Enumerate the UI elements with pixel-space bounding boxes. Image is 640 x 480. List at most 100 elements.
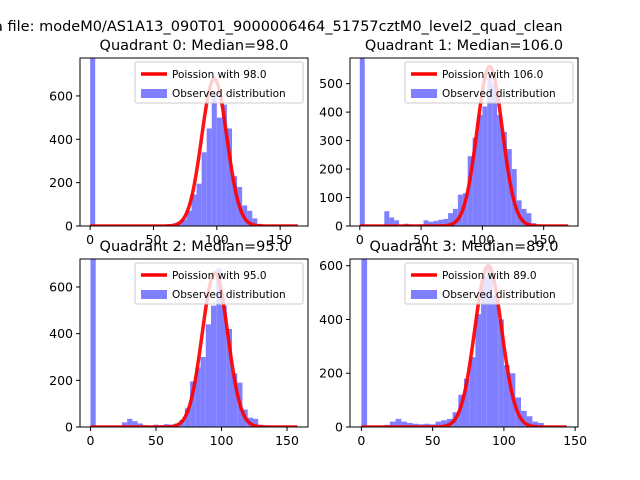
histogram-bar <box>226 329 232 427</box>
legend-observed-swatch <box>141 89 167 98</box>
legend-observed-label: Observed distribution <box>442 289 556 301</box>
histogram-bar <box>475 314 482 427</box>
histogram-bar <box>407 422 413 427</box>
histogram-bar <box>492 295 499 427</box>
histogram-bar <box>526 416 533 427</box>
legend-observed-label: Observed distribution <box>442 88 556 100</box>
histogram-bar <box>521 208 527 226</box>
histogram-bar <box>247 210 253 226</box>
subplot-2: Quadrant 2: Median=95.0 0 50 100 150 0 200 400 6… <box>49 239 309 448</box>
subplot-title: Quadrant 1: Median=106.0 <box>365 38 563 54</box>
y-tick-label: 500 <box>319 76 343 91</box>
axes-frame <box>349 57 579 227</box>
legend-box <box>404 262 574 305</box>
histogram-bar <box>452 208 458 226</box>
histogram-bar <box>127 418 133 427</box>
histogram-bar <box>389 421 396 427</box>
histogram-bar <box>457 194 463 226</box>
x-tick-label: 0 <box>357 433 365 448</box>
legend: Poission with 98.0 Observed distribution <box>134 61 304 104</box>
histogram-bar <box>252 418 259 427</box>
histogram-bar <box>184 408 191 427</box>
y-tick-label: 0 <box>335 420 343 435</box>
x-tick-label: 0 <box>87 433 95 448</box>
legend-poisson-label: Poission with 98.0 <box>172 69 267 81</box>
x-tick-label: 150 <box>532 232 556 247</box>
histogram-bar <box>384 211 390 226</box>
histogram-bar <box>252 218 258 226</box>
y-tick-label: 600 <box>49 280 73 295</box>
subplot-title: Quadrant 2: Median=95.0 <box>100 239 289 255</box>
histogram-bar <box>526 213 532 226</box>
legend-poisson-label: Poission with 89.0 <box>442 270 537 282</box>
axes-frame <box>349 258 579 428</box>
x-tick-label: 150 <box>275 433 299 448</box>
histogram-bar <box>191 194 197 226</box>
histogram-bar <box>486 265 493 427</box>
histogram-bar <box>423 220 429 226</box>
histogram-bar <box>492 83 498 226</box>
histogram-bar <box>186 210 192 226</box>
histogram-bar <box>472 137 478 226</box>
histogram-bar <box>482 106 488 226</box>
y-tick-label: 400 <box>49 326 73 341</box>
histogram-bar <box>395 418 402 427</box>
x-tick-label: 50 <box>413 232 429 247</box>
histogram-bar <box>502 132 507 226</box>
legend-observed-swatch <box>411 290 437 299</box>
legend-box <box>134 262 304 305</box>
histogram-bar <box>497 114 502 226</box>
histogram-bar <box>538 422 544 427</box>
histogram-bar <box>487 77 493 226</box>
subplot-title: Quadrant 3: Median=89.0 <box>370 239 559 255</box>
y-tick-label: 200 <box>319 366 343 381</box>
y-tick-label: 400 <box>49 132 73 147</box>
x-tick-label: 50 <box>425 433 441 448</box>
histogram-bar <box>221 305 227 427</box>
histogram-bar <box>195 367 201 427</box>
legend: Poission with 95.0 Observed distribution <box>134 262 304 305</box>
x-tick-label: 0 <box>356 232 364 247</box>
histogram-bar <box>532 421 539 427</box>
y-tick-label: 200 <box>319 162 343 177</box>
histogram-bar <box>467 156 473 226</box>
plot-area <box>361 259 567 427</box>
histogram-bar <box>441 420 447 427</box>
figure-suptitle: a file: modeM0/AS1A13_090T01_9000006464_… <box>0 19 563 35</box>
histogram-bar <box>443 218 449 226</box>
histogram-bar <box>469 357 476 427</box>
x-tick-label: 100 <box>205 232 229 247</box>
legend-poisson-label: Poission with 106.0 <box>442 69 543 81</box>
y-tick-label: 100 <box>319 190 343 205</box>
x-tick-label: 150 <box>563 433 587 448</box>
y-tick-label: 200 <box>49 175 73 190</box>
histogram-bar <box>90 58 96 226</box>
axes-frame <box>79 57 309 227</box>
legend-observed-label: Observed distribution <box>172 289 286 301</box>
histogram-bar <box>211 94 217 226</box>
histogram-bar <box>438 219 444 226</box>
histogram-bar <box>481 276 487 427</box>
histogram-bar <box>205 324 212 427</box>
histogram-bar <box>361 259 368 427</box>
histogram-bar <box>428 221 434 226</box>
legend: Poission with 89.0 Observed distribution <box>404 262 574 305</box>
histogram-bar <box>401 421 407 427</box>
histogram-bar <box>221 104 227 226</box>
histogram-bar <box>462 193 468 226</box>
x-tick-label: 50 <box>148 433 164 448</box>
histogram-bar <box>477 114 483 226</box>
subplot-title: Quadrant 0: Median=98.0 <box>100 38 289 54</box>
histogram-bar <box>448 213 453 226</box>
y-tick-label: 0 <box>335 219 343 234</box>
subplot-3: Quadrant 3: Median=89.0 0 50 100 150 0 200 400 6… <box>319 239 587 448</box>
histogram-bar <box>521 410 527 427</box>
histogram-bar <box>232 176 238 226</box>
y-tick-label: 600 <box>319 258 343 273</box>
histogram-bar <box>359 58 365 226</box>
histogram-bar <box>389 217 395 226</box>
histogram-bar <box>498 319 504 427</box>
histogram-bar <box>216 117 222 226</box>
y-tick-label: 400 <box>319 105 343 120</box>
axes-frame <box>79 258 309 428</box>
